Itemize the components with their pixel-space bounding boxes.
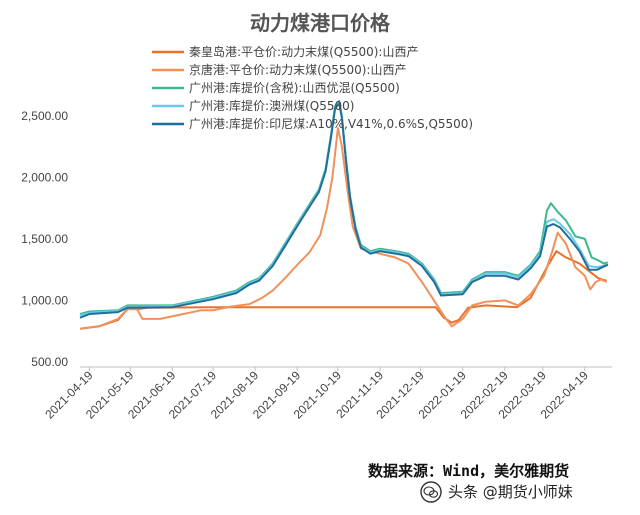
- chart-title: 动力煤港口价格: [250, 11, 391, 35]
- series-line-5: [79, 102, 609, 319]
- y-tick-label: 1,000.00: [21, 293, 68, 307]
- y-tick-label: 2,000.00: [21, 170, 68, 184]
- y-tick-label: 2,500.00: [21, 109, 68, 123]
- watermark: 头条 @期货小师妹: [448, 483, 573, 501]
- x-axis: 2021-04-192021-05-192021-06-192021-07-19…: [42, 366, 612, 422]
- series-line-1: [79, 250, 607, 330]
- wechat-icon: [420, 481, 442, 503]
- legend-label-3: 广州港:库提价(含税):山西优混(Q5500): [189, 80, 400, 95]
- legend-label-1: 秦皇岛港:平仓价:动力末煤(Q5500):山西产: [189, 44, 418, 59]
- legend-label-4: 广州港:库提价:澳洲煤(Q5500): [189, 98, 354, 113]
- y-tick-label: 1,500.00: [21, 232, 68, 246]
- legend-label-5: 广州港:库提价:印尼煤:A10%,V41%,0.6%S,Q5500): [189, 116, 473, 131]
- y-tick-label: 500.00: [31, 355, 68, 369]
- y-axis: 500.00 1,000.00 1,500.00 2,000.00 2,500.00: [21, 109, 68, 369]
- series-line-2: [79, 127, 608, 330]
- series-line-3: [79, 100, 609, 315]
- legend-label-2: 京唐港:平仓价:动力末煤(Q5500):山西产: [189, 62, 406, 77]
- data-source-note: 数据来源：Wind，美尔雅期货: [368, 462, 570, 480]
- series-group: [79, 100, 609, 330]
- legend: 秦皇岛港:平仓价:动力末煤(Q5500):山西产京唐港:平仓价:动力末煤(Q55…: [152, 44, 473, 131]
